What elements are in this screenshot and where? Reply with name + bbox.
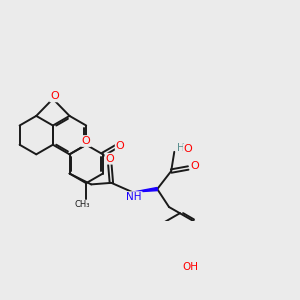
Text: O: O — [191, 161, 200, 171]
Text: O: O — [116, 141, 124, 151]
Text: CH₃: CH₃ — [75, 200, 90, 209]
Text: O: O — [184, 144, 193, 154]
Text: NH: NH — [126, 192, 142, 202]
Text: OH: OH — [183, 262, 199, 272]
Text: O: O — [50, 92, 59, 101]
Text: H: H — [177, 143, 184, 153]
Text: O: O — [82, 136, 91, 146]
Polygon shape — [133, 188, 158, 192]
Text: O: O — [106, 154, 114, 164]
